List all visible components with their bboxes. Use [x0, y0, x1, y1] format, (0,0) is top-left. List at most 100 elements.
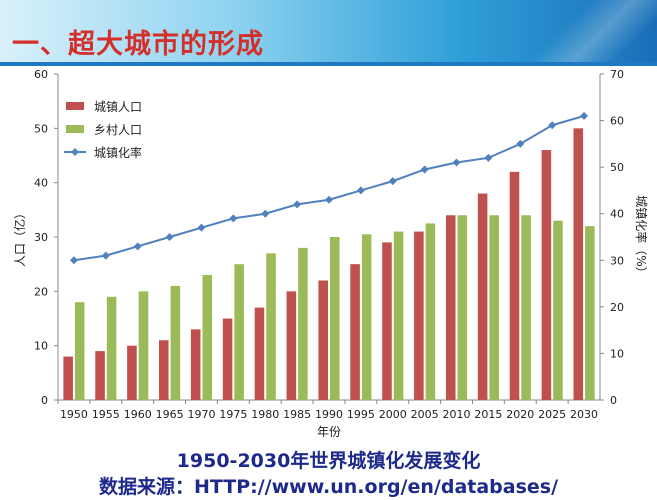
x-tick-label: 2010	[443, 408, 471, 421]
x-tick-label: 1955	[92, 408, 120, 421]
bar-urban-population	[286, 291, 297, 400]
y-tick-label-left: 30	[34, 231, 48, 244]
data-source: 数据来源：HTTP://www.un.org/en/databases/	[98, 476, 559, 498]
legend-swatch-rural	[66, 125, 84, 133]
legend-swatch-urban	[66, 102, 84, 110]
legend-label-rural: 乡村人口	[94, 123, 142, 137]
legend-label-rate: 城镇化率	[94, 145, 142, 160]
header-underline	[0, 62, 657, 66]
bar-rural-population	[138, 291, 149, 400]
y-tick-label-left: 0	[41, 394, 48, 407]
point-urbanization-rate	[69, 256, 78, 265]
bar-urban-population	[573, 128, 584, 401]
bar-rural-population	[489, 215, 499, 400]
bar-urban-population	[541, 150, 552, 400]
y-axis-title-right: 城镇化率（%）	[634, 195, 649, 278]
bar-rural-population	[202, 275, 213, 400]
bar-urban-population	[382, 242, 392, 400]
point-urbanization-rate	[420, 165, 429, 174]
bar-rural-population	[106, 296, 117, 400]
x-tick-label: 1990	[315, 408, 343, 421]
bar-urban-population	[222, 318, 233, 400]
y-tick-label-left: 60	[34, 68, 48, 81]
point-urbanization-rate	[133, 242, 142, 251]
x-tick-label: 1995	[347, 408, 375, 421]
y-tick-label-left: 10	[34, 340, 48, 353]
bar-urban-population	[63, 356, 73, 400]
x-tick-label: 1985	[283, 408, 311, 421]
y-tick-label-right: 60	[610, 115, 624, 128]
y-axis-title-left: 人口（亿）	[12, 207, 27, 267]
legend-label-urban: 城镇人口	[94, 100, 142, 114]
bar-rural-population	[393, 231, 404, 400]
point-urbanization-rate	[516, 139, 525, 148]
chart-caption: 1950-2030年世界城镇化发展变化	[176, 450, 481, 472]
bar-urban-population	[414, 231, 424, 400]
point-urbanization-rate	[484, 153, 493, 162]
x-tick-label: 2000	[379, 408, 407, 421]
bar-rural-population	[425, 223, 436, 400]
bar-urban-population	[445, 215, 456, 400]
x-tick-label: 1975	[219, 408, 247, 421]
bar-rural-population	[521, 215, 531, 400]
bar-urban-population	[190, 329, 201, 400]
point-urbanization-rate	[229, 214, 238, 223]
bar-urban-population	[127, 345, 137, 400]
x-tick-label: 2020	[506, 408, 534, 421]
bar-urban-population	[477, 193, 488, 400]
point-urbanization-rate	[548, 121, 557, 130]
x-tick-label: 1960	[124, 408, 152, 421]
y-tick-label-right: 0	[610, 394, 617, 407]
y-tick-label-right: 10	[610, 347, 624, 360]
x-tick-label: 2025	[538, 408, 566, 421]
bar-urban-population	[159, 340, 169, 400]
bar-rural-population	[298, 247, 308, 400]
bar-rural-population	[361, 234, 372, 400]
y-tick-label-left: 20	[34, 285, 48, 298]
header-decoration	[507, 0, 657, 62]
point-urbanization-rate	[261, 209, 270, 218]
point-urbanization-rate	[580, 111, 589, 120]
point-urbanization-rate	[388, 177, 397, 186]
point-urbanization-rate	[293, 200, 302, 209]
x-tick-label: 2030	[570, 408, 598, 421]
y-tick-label-right: 40	[610, 208, 624, 221]
bar-rural-population	[170, 285, 181, 400]
bar-urban-population	[318, 280, 328, 400]
y-tick-label-left: 50	[34, 122, 48, 135]
point-urbanization-rate	[101, 251, 110, 260]
point-urbanization-rate	[356, 186, 365, 195]
bar-rural-population	[330, 237, 340, 400]
point-urbanization-rate	[452, 158, 461, 167]
bar-rural-population	[553, 220, 563, 400]
bar-rural-population	[266, 253, 276, 400]
bar-rural-population	[457, 215, 468, 400]
x-tick-label: 1950	[60, 408, 88, 421]
line-urbanization-rate	[73, 114, 585, 262]
point-urbanization-rate	[325, 195, 333, 204]
y-tick-label-right: 50	[610, 161, 624, 174]
bar-urban-population	[95, 351, 105, 400]
bar-urban-population	[509, 171, 520, 400]
y-tick-label-right: 70	[610, 68, 624, 81]
x-tick-label: 2015	[474, 408, 502, 421]
bar-rural-population	[234, 264, 244, 400]
legend-swatch-rate-marker	[71, 148, 79, 156]
slide-title: 一、超大城市的形成	[12, 29, 264, 60]
y-tick-label-left: 40	[34, 177, 48, 190]
x-tick-label: 1965	[156, 408, 184, 421]
bar-urban-population	[254, 307, 265, 400]
y-tick-label-right: 30	[610, 254, 624, 267]
x-tick-label: 1970	[187, 408, 215, 421]
slide-header: 一、超大城市的形成	[0, 0, 657, 66]
x-tick-label: 1980	[251, 408, 279, 421]
bar-rural-population	[74, 302, 85, 400]
x-axis-title: 年份	[317, 425, 341, 439]
point-urbanization-rate	[197, 223, 206, 232]
x-tick-label: 2005	[411, 408, 439, 421]
point-urbanization-rate	[165, 233, 174, 241]
y-tick-label-right: 20	[610, 301, 624, 314]
bar-urban-population	[350, 264, 360, 400]
bar-rural-population	[585, 226, 595, 400]
